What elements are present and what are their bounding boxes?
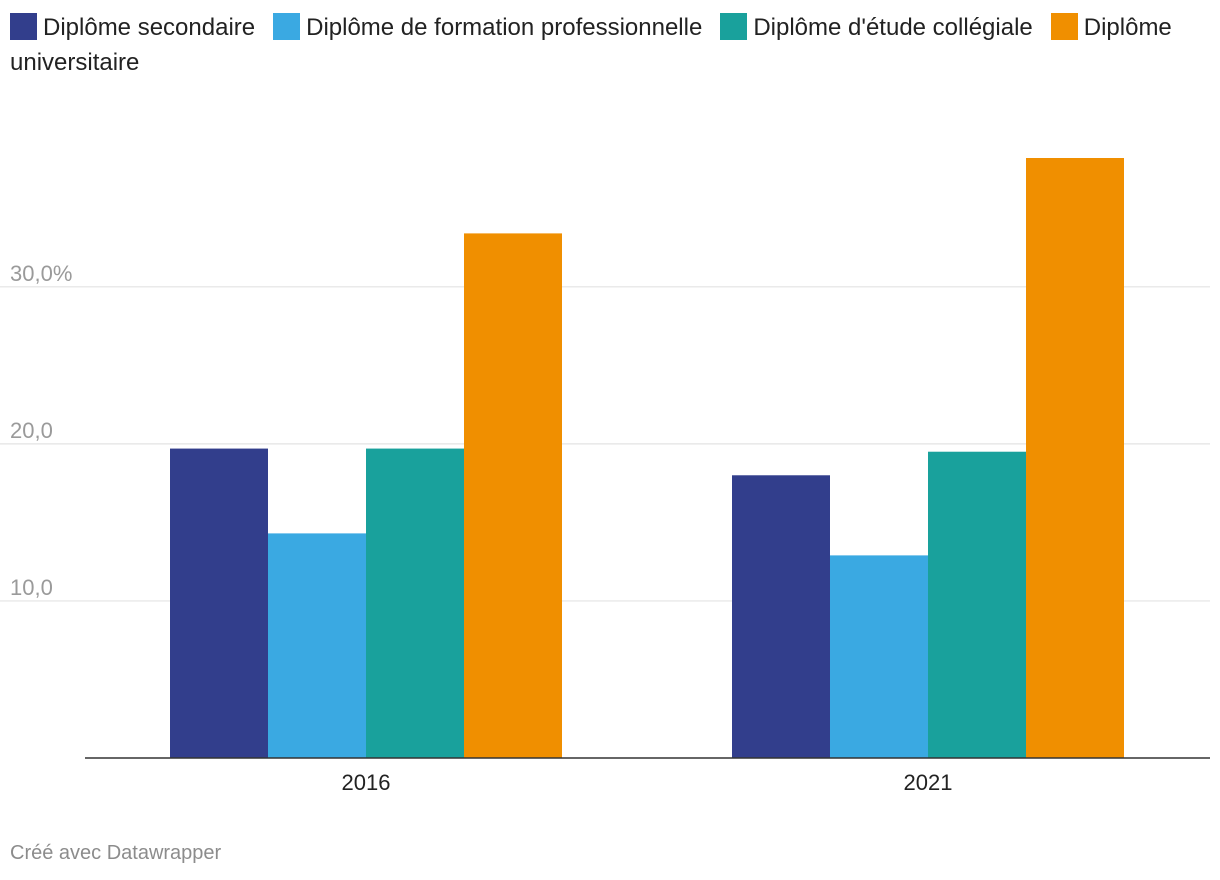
- bar-2016-0: [170, 448, 268, 758]
- bar-2016-1: [268, 533, 366, 758]
- bar-2016-2: [366, 448, 464, 758]
- legend-swatch: [273, 13, 301, 40]
- chart-legend: Diplôme secondaire Diplôme de formation p…: [10, 10, 1210, 80]
- x-tick-label: 2021: [904, 770, 953, 795]
- x-tick-label: 2016: [342, 770, 391, 795]
- legend-swatch: [10, 13, 37, 40]
- legend-swatch: [720, 13, 748, 40]
- bar-2021-2: [928, 451, 1026, 758]
- bar-2021-3: [1026, 158, 1124, 758]
- legend-label: Diplôme secondaire: [43, 14, 256, 41]
- y-tick-label: 20,0: [10, 418, 53, 443]
- legend-item-0: Diplôme secondaire: [10, 13, 256, 41]
- bars: [170, 158, 1124, 758]
- legend-item-1: Diplôme de formation professionnelle: [273, 13, 703, 41]
- legend-item-3: Diplôme universitaire: [10, 13, 1172, 76]
- bar-2016-3: [464, 233, 562, 758]
- legend-label: Diplôme d'étude collégiale: [753, 14, 1033, 41]
- y-tick-labels: 10,0 20,0 30,0%: [10, 261, 72, 600]
- bar-2021-1: [830, 555, 928, 758]
- legend-item-2: Diplôme d'étude collégiale: [720, 13, 1033, 41]
- y-tick-label: 30,0%: [10, 261, 72, 286]
- legend-label: Diplôme universitaire: [10, 14, 1172, 76]
- y-tick-label: 10,0: [10, 575, 53, 600]
- legend-label: Diplôme de formation professionnelle: [306, 14, 703, 41]
- footer-credit: Créé avec Datawrapper: [10, 842, 222, 864]
- x-tick-labels: 2016 2021: [342, 770, 953, 795]
- bar-2021-0: [732, 475, 830, 758]
- legend-swatch: [1050, 13, 1078, 40]
